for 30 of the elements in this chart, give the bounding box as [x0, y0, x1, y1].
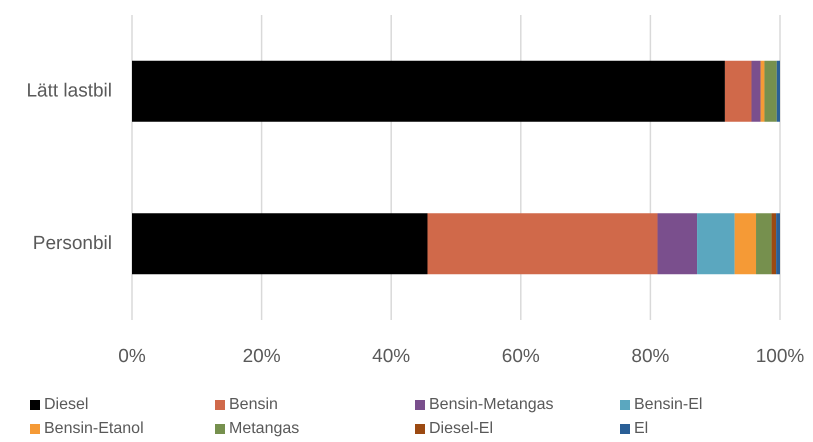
x-tick-label: 80%	[631, 346, 670, 367]
bar	[760, 60, 764, 122]
bar	[734, 213, 756, 274]
legend-label: Metangas	[229, 420, 300, 438]
x-tick-label: 60%	[502, 346, 540, 367]
y-tick-label: Personbil	[32, 232, 112, 254]
bar	[427, 213, 658, 274]
legend-label: El	[634, 420, 648, 438]
legend-label: Bensin	[229, 396, 278, 414]
bar	[776, 213, 780, 274]
x-tick-label: 100%	[756, 346, 804, 367]
bar	[764, 60, 777, 122]
bar	[756, 213, 772, 274]
bar	[697, 213, 735, 274]
x-tick-label: 20%	[242, 346, 281, 367]
bar	[772, 213, 776, 274]
x-tick-label: 40%	[372, 346, 410, 367]
bar	[132, 213, 428, 274]
legend-label: Diesel	[44, 396, 88, 414]
legend-label: Bensin-El	[634, 396, 702, 414]
legend-label: Bensin-Metangas	[429, 396, 554, 414]
x-tick-label: 0%	[118, 346, 146, 367]
bar	[132, 60, 725, 122]
bar	[724, 60, 752, 122]
bar	[658, 213, 698, 274]
y-tick-label: Lätt lastbil	[26, 80, 112, 102]
bar	[776, 60, 780, 122]
legend-label: Bensin-Etanol	[44, 420, 144, 438]
legend-label: Diesel-El	[429, 420, 494, 438]
bar	[751, 60, 761, 122]
